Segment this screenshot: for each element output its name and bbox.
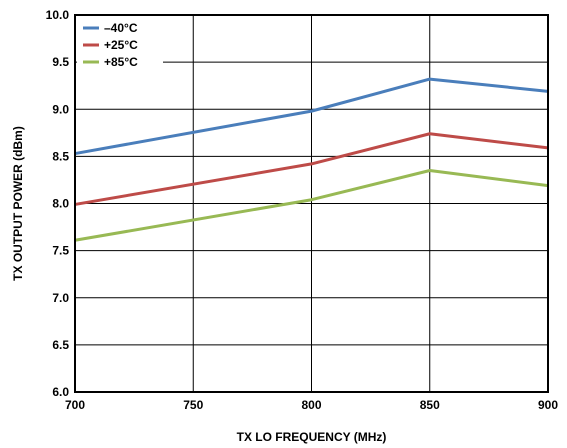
series-line xyxy=(74,77,549,156)
series-line xyxy=(74,169,549,242)
series-line xyxy=(74,132,549,206)
x-tick-label: 850 xyxy=(420,398,440,412)
x-tick-label: 900 xyxy=(538,398,558,412)
x-tick-labels: 700 750 800 850 900 xyxy=(65,398,558,412)
y-tick-label: 9.0 xyxy=(52,102,69,116)
y-tick-label: 6.5 xyxy=(52,338,69,352)
legend-background xyxy=(77,17,163,69)
y-tick-label: 7.5 xyxy=(52,244,69,258)
series-lines xyxy=(74,77,549,242)
y-tick-label: 10.0 xyxy=(46,8,70,22)
y-tick-label: 9.5 xyxy=(52,55,69,69)
grid-lines xyxy=(74,14,549,393)
x-axis-title: TX LO FREQUENCY (MHz) xyxy=(237,430,387,444)
y-tick-label: 8.0 xyxy=(52,197,69,211)
legend-label: +85°C xyxy=(104,55,138,69)
legend-label: +25°C xyxy=(104,38,138,52)
y-tick-label: 8.5 xyxy=(52,149,69,163)
y-tick-label: 6.0 xyxy=(52,385,69,399)
legend: –40°C +25°C +85°C xyxy=(77,17,163,69)
x-tick-label: 700 xyxy=(65,398,85,412)
x-tick-label: 750 xyxy=(183,398,203,412)
y-tick-label: 7.0 xyxy=(52,291,69,305)
x-tick-label: 800 xyxy=(301,398,321,412)
legend-label: –40°C xyxy=(104,21,138,35)
y-axis-title: TX OUTPUT POWER (dBm) xyxy=(11,126,25,281)
y-tick-labels: 6.0 6.5 7.0 7.5 8.0 8.5 9.0 9.5 10.0 xyxy=(46,8,70,399)
plot-frame xyxy=(74,14,549,393)
